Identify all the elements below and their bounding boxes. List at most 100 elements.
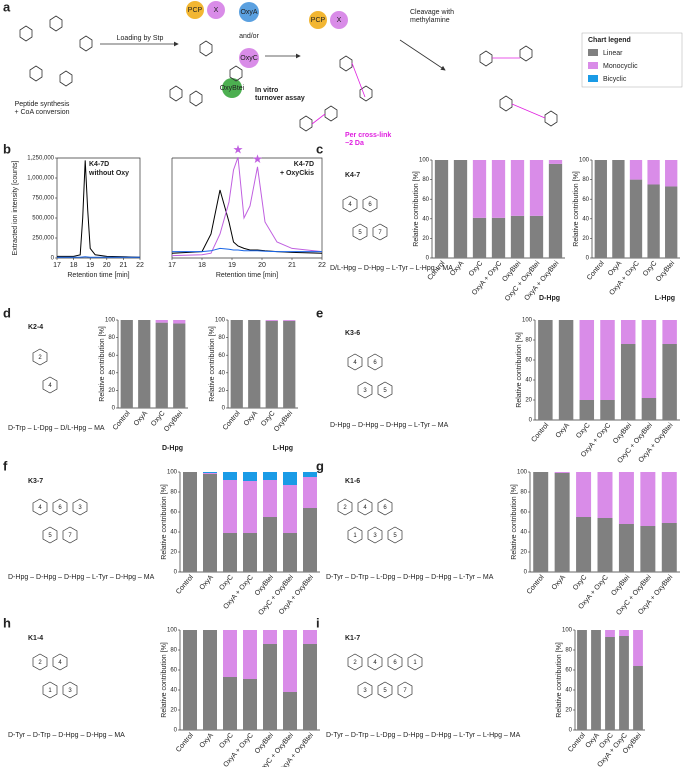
ring: [397, 681, 413, 699]
bar-segment: [662, 320, 677, 344]
ring-number: 6: [383, 505, 387, 511]
y-tick-label: 1,250,000: [27, 156, 54, 162]
y-tick-label: 60: [108, 353, 115, 359]
x-tick-label: 22: [136, 262, 144, 269]
bar-segment: [554, 473, 570, 572]
scheme-text: PCP: [188, 7, 203, 14]
x-axis-label: L-Hpg: [273, 445, 293, 452]
scheme-text: OxyBtei: [220, 85, 245, 92]
scheme-text: PCP: [311, 17, 326, 24]
y-tick-label: 750,000: [32, 196, 54, 202]
scheme-text: −2 Da: [345, 140, 364, 147]
ring: [347, 526, 363, 544]
x-tick-label: OxyC: [642, 260, 659, 278]
ring: [367, 526, 383, 544]
scheme-text: Peptide synthesis: [15, 101, 70, 108]
compound-sequence: D-Tyr – D-Trp – L-Dpg – D-Hpg – D-Hpg – …: [326, 574, 494, 581]
bar-segment: [641, 398, 657, 420]
bar-segment: [605, 630, 615, 637]
y-tick-label: 80: [582, 177, 589, 183]
y-tick-label: 0: [586, 256, 590, 262]
bar-segment: [138, 320, 151, 408]
bar-segment: [647, 184, 660, 258]
ring-number: 5: [358, 230, 362, 236]
bar-segment: [600, 320, 615, 400]
bar-segment: [629, 160, 643, 180]
bar-segment: [577, 630, 587, 730]
y-tick-label: 0: [174, 728, 178, 734]
y-tick-label: 100: [522, 318, 533, 324]
bar-segment: [453, 160, 468, 258]
compound-sequence: D-Hpg – D-Hpg – D-Hpg – L-Tyr – D-Hpg – …: [8, 574, 155, 581]
legend-swatch: [588, 49, 598, 56]
y-tick-label: 100: [579, 158, 590, 164]
ring: [347, 353, 363, 371]
ring-number: 5: [383, 688, 387, 694]
bar-segment: [579, 320, 595, 400]
bar-segment: [243, 679, 257, 730]
ring: [347, 653, 363, 671]
bar-segment: [303, 477, 317, 508]
y-tick-label: 40: [170, 688, 177, 694]
bar-segment: [283, 630, 297, 692]
ring-number: 5: [48, 533, 52, 539]
x-tick-label: OxyC: [218, 732, 235, 750]
bar-segment: [554, 472, 570, 473]
scheme-text: and/or: [239, 33, 260, 40]
scheme-text: Per cross-link: [345, 132, 391, 139]
bar-segment: [283, 533, 297, 572]
bar-segment: [558, 320, 574, 420]
panel-label: f: [3, 458, 8, 473]
y-tick-label: 20: [108, 388, 115, 394]
bar-segment: [661, 472, 677, 523]
ring: [62, 681, 78, 699]
y-tick-label: 80: [170, 648, 177, 654]
bar-segment: [173, 320, 186, 324]
compound-name: K1-6: [345, 478, 360, 485]
ring: [342, 195, 358, 213]
bar-segment: [597, 518, 613, 572]
ring-number: 2: [38, 355, 42, 361]
bar-segment: [641, 320, 657, 398]
bar-segment: [510, 160, 525, 216]
bar-segment: [155, 320, 168, 323]
panel-label: d: [3, 305, 11, 320]
bar-segment: [283, 485, 297, 533]
x-tick-label: OxyC: [575, 422, 592, 440]
x-tick-label: Control: [526, 574, 546, 596]
ring: [42, 681, 58, 699]
ring: [32, 653, 48, 671]
y-tick-label: 40: [108, 370, 115, 376]
ring-number: 1: [48, 688, 52, 694]
y-tick-label: 40: [422, 216, 429, 222]
ring: [362, 195, 378, 213]
x-tick-label: OxyA: [133, 410, 150, 428]
bar-segment: [491, 160, 506, 218]
bar-segment: [491, 217, 506, 258]
y-tick-label: 40: [218, 370, 225, 376]
scheme-text: In vitro: [255, 87, 278, 94]
bar-segment: [263, 480, 277, 517]
bar-segment: [533, 472, 549, 572]
compound-name: K4-7: [345, 172, 360, 179]
ring: [357, 498, 373, 516]
x-axis-label: L-Hpg: [655, 295, 675, 302]
ring: [377, 498, 393, 516]
x-tick-label: 19: [86, 262, 94, 269]
panel-label: g: [316, 458, 324, 473]
y-axis-label: Relative contribution [%]: [413, 171, 420, 247]
x-tick-label: Control: [567, 732, 587, 754]
ring-number: 7: [403, 688, 407, 694]
legend-swatch: [588, 62, 598, 69]
x-axis-label: Retention time [min]: [216, 272, 278, 279]
ring-number: 2: [353, 660, 357, 666]
legend-title: Chart legend: [588, 37, 631, 44]
x-tick-label: OxyC: [218, 574, 235, 592]
bar-segment: [529, 215, 544, 258]
ring-number: 3: [373, 533, 377, 539]
bar-segment: [243, 481, 257, 533]
annotation: without Oxy: [88, 170, 129, 177]
x-tick-label: Control: [586, 260, 606, 282]
star: ★: [233, 142, 244, 156]
bar-segment: [548, 163, 563, 258]
